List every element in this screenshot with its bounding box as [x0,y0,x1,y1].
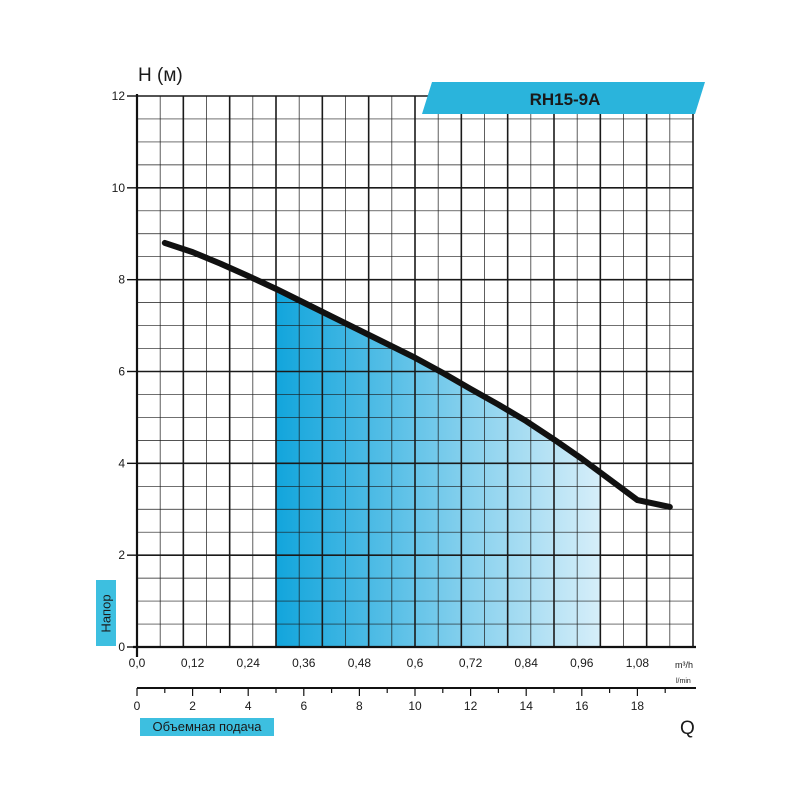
axes [127,94,696,696]
curve-layer [161,239,673,510]
pump-curve-series [161,239,673,510]
x-unit-m3h: m³/h [675,660,693,670]
x-tick-label-m3h: 0,36 [292,656,316,670]
model-banner [422,82,705,114]
x-unit-lmin: l/min [676,678,691,685]
x-tick-label-lmin: 18 [631,699,645,713]
x-tick-label-m3h: 0,96 [570,656,594,670]
x-tick-label-m3h: 1,08 [626,656,650,670]
y-axis-symbol: H (м) [138,65,183,86]
x-axis-symbol: Q [680,718,695,739]
x-tick-label-m3h: 0,72 [459,656,483,670]
x-tick-label-m3h: 0,48 [348,656,372,670]
x-axis-label: Объемная подача [152,719,262,734]
x-tick-label-lmin: 4 [245,699,252,713]
x-tick-label-lmin: 16 [575,699,589,713]
chart-title: RH15-9A [530,90,601,109]
y-tick-label: 12 [112,89,126,103]
x-tick-label-lmin: 8 [356,699,363,713]
x-tick-label-m3h: 0,12 [181,656,205,670]
x-tick-label-lmin: 6 [300,699,307,713]
x-tick-label-lmin: 10 [408,699,422,713]
x-tick-label-m3h: 0,6 [407,656,424,670]
y-tick-label: 10 [112,181,126,195]
y-tick-label: 8 [118,273,125,287]
tick-labels: 0 2 4 6 8 10 12 0,0 0,12 0,24 0,36 0,48 0,6 0,72 0,84 0… [112,89,693,713]
grid [136,95,694,648]
y-axis-label-box: Напор [96,580,116,646]
x-tick-label-m3h: 0,24 [237,656,261,670]
x-tick-label-lmin: 12 [464,699,478,713]
x-tick-label-m3h: 0,0 [129,656,146,670]
y-tick-label: 6 [118,365,125,379]
x-tick-label-lmin: 0 [134,699,141,713]
y-tick-label: 2 [118,548,125,562]
x-tick-label-lmin: 14 [520,699,534,713]
x-tick-label-lmin: 2 [189,699,196,713]
y-tick-label: 4 [118,456,125,470]
y-tick-label: 0 [118,640,125,654]
y-axis-label: Напор [98,593,114,633]
x-axis-label-box: Объемная подача [140,718,274,736]
x-tick-label-m3h: 0,84 [515,656,539,670]
